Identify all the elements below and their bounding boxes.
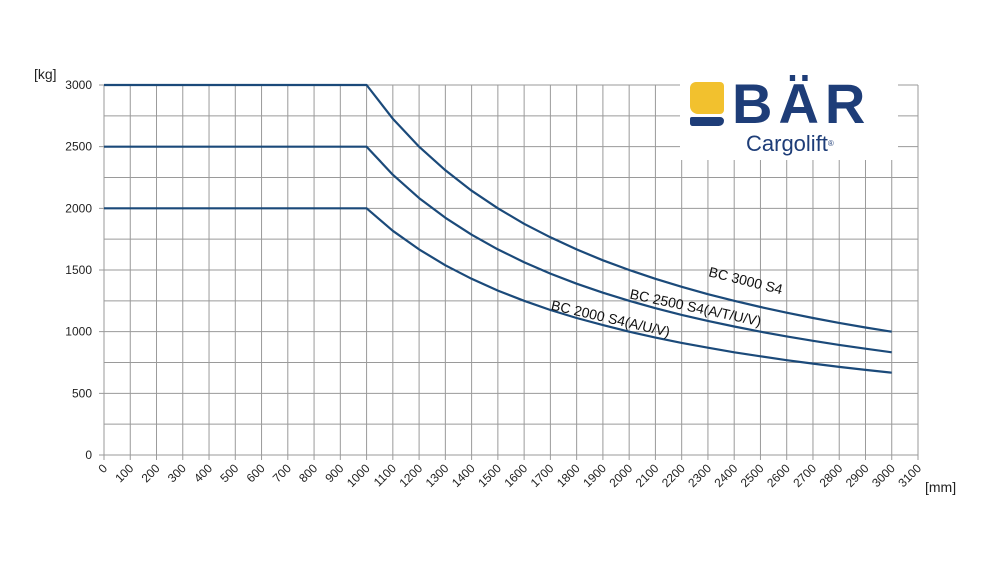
x-tick-label: 1700 [528,461,557,490]
x-tick-label: 2300 [685,461,714,490]
x-tick-label: 2500 [738,461,767,490]
y-tick-label: 1500 [65,263,92,277]
x-tick-label: 3100 [895,461,924,490]
registered-mark: ® [827,139,834,148]
x-tick-label: 1400 [449,461,478,490]
x-tick-label: 100 [112,461,136,485]
x-tick-label: 1500 [475,461,504,490]
series-label: BC 3000 S4 [707,264,784,298]
x-axis-ticks: 0 100 200 300 400 500 600 700 800 900100011001200… [95,461,924,490]
x-tick-label: 1200 [396,461,425,490]
y-tick-label: 1000 [65,325,92,339]
series-line [104,83,892,333]
x-tick-label: 0 [95,461,110,476]
y-tick-label: 3000 [65,78,92,92]
y-tick-label: 2500 [65,140,92,154]
x-tick-label: 1600 [501,461,530,490]
y-tick-label: 500 [72,386,92,400]
series-line [104,207,892,374]
series-lines [104,83,892,374]
y-axis-ticks: 0 500 1000 1500 2000 2500 3000 [65,78,92,462]
logo-subtitle: Cargolift® [746,132,834,156]
x-tick-label: 3000 [869,461,898,490]
logo-yellow-mark-icon [690,82,724,114]
x-tick-label: 2900 [843,461,872,490]
x-axis-unit: [mm] [925,479,956,495]
x-tick-label: 1800 [554,461,583,490]
y-tick-label: 2000 [65,201,92,215]
x-tick-label: 500 [217,461,241,485]
x-tick-label: 900 [322,461,346,485]
x-tick-label: 1300 [423,461,452,490]
x-tick-label: 2400 [712,461,741,490]
x-tick-label: 700 [270,461,294,485]
x-tick-label: 600 [244,461,268,485]
logo-brand: BÄR [732,72,872,135]
x-tick-label: 1100 [371,461,399,489]
x-tick-label: 200 [139,461,163,485]
x-tick-label: 2700 [790,461,819,490]
x-tick-label: 2100 [633,461,662,490]
x-tick-label: 2000 [607,461,636,490]
x-tick-label: 1900 [580,461,609,490]
x-tick-label: 2200 [659,461,688,490]
logo-blue-mark-icon [690,117,724,126]
x-tick-label: 800 [296,461,320,485]
x-tick-label: 1000 [344,461,373,490]
logo-subtitle-text: Cargolift [746,131,828,156]
x-tick-label: 2600 [764,461,793,490]
series-line [104,145,892,354]
x-tick-label: 2800 [817,461,846,490]
y-axis-unit: [kg] [34,66,57,82]
y-tick-label: 0 [85,448,92,462]
x-tick-label: 400 [191,461,215,485]
x-tick-label: 300 [165,461,189,485]
baer-cargolift-logo: BÄR Cargolift® [680,72,898,160]
